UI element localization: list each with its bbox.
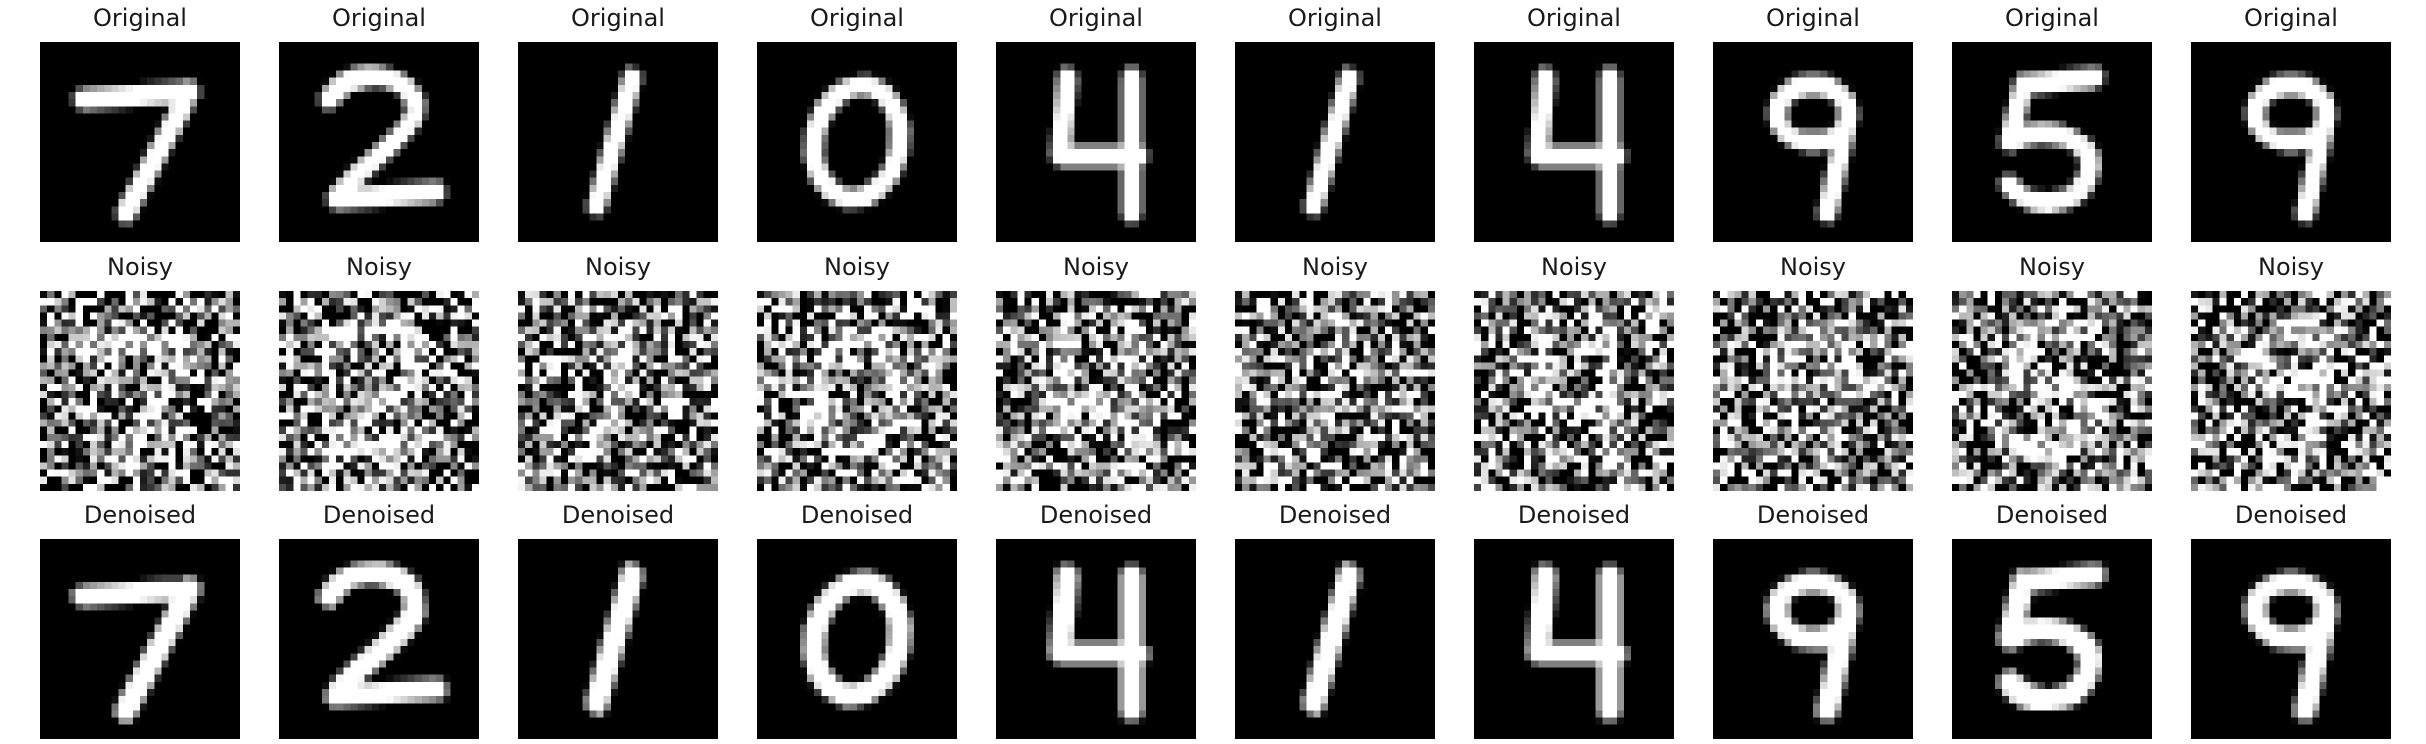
panel-title: Original bbox=[93, 4, 187, 32]
panel-title: Noisy bbox=[1062, 253, 1129, 281]
panel-title: Original bbox=[1766, 4, 1860, 32]
noisy-digit-image bbox=[279, 291, 479, 491]
original-digit-image bbox=[279, 42, 479, 242]
denoised-digit-image bbox=[40, 539, 240, 739]
noisy-digit-image bbox=[1235, 291, 1435, 491]
panel-title: Noisy bbox=[2018, 253, 2085, 281]
denoised-digit-image bbox=[2191, 539, 2391, 739]
denoised-digit-image bbox=[1235, 539, 1435, 739]
panel-title: Original bbox=[571, 4, 665, 32]
panel-title: Noisy bbox=[823, 253, 890, 281]
panel-title: Denoised bbox=[1995, 501, 2109, 529]
denoised-digit-image bbox=[757, 539, 957, 739]
panel-title: Denoised bbox=[1756, 501, 1870, 529]
panel-title: Denoised bbox=[83, 501, 197, 529]
denoised-digit-image bbox=[1952, 539, 2152, 739]
original-digit-image bbox=[1235, 42, 1435, 242]
panel-title: Original bbox=[2005, 4, 2099, 32]
panel-title: Original bbox=[810, 4, 904, 32]
noisy-digit-image bbox=[757, 291, 957, 491]
original-digit-image bbox=[1952, 42, 2152, 242]
panel-title: Original bbox=[1049, 4, 1143, 32]
panel-title: Noisy bbox=[106, 253, 173, 281]
panel-title: Denoised bbox=[2234, 501, 2348, 529]
noisy-digit-image bbox=[40, 291, 240, 491]
noisy-digit-image bbox=[518, 291, 718, 491]
panel-title: Noisy bbox=[1301, 253, 1368, 281]
noisy-digit-image bbox=[996, 291, 1196, 491]
noisy-digit-image bbox=[1952, 291, 2152, 491]
original-digit-image bbox=[2191, 42, 2391, 242]
original-digit-image bbox=[996, 42, 1196, 242]
denoised-digit-image bbox=[518, 539, 718, 739]
denoised-digit-image bbox=[996, 539, 1196, 739]
original-digit-image bbox=[757, 42, 957, 242]
panel-title: Original bbox=[2244, 4, 2338, 32]
noisy-digit-image bbox=[1713, 291, 1913, 491]
panel-title: Noisy bbox=[584, 253, 651, 281]
denoised-digit-image bbox=[1713, 539, 1913, 739]
panel-title: Noisy bbox=[1779, 253, 1846, 281]
denoised-digit-image bbox=[1474, 539, 1674, 739]
panel-title: Denoised bbox=[561, 501, 675, 529]
original-digit-image bbox=[1474, 42, 1674, 242]
panel-title: Original bbox=[1527, 4, 1621, 32]
panel-title: Noisy bbox=[1540, 253, 1607, 281]
panel-title: Denoised bbox=[1039, 501, 1153, 529]
panel-title: Noisy bbox=[2257, 253, 2324, 281]
noisy-digit-image bbox=[1474, 291, 1674, 491]
original-digit-image bbox=[40, 42, 240, 242]
noisy-digit-image bbox=[2191, 291, 2391, 491]
panel-title: Original bbox=[332, 4, 426, 32]
panel-title: Denoised bbox=[322, 501, 436, 529]
denoised-digit-image bbox=[279, 539, 479, 739]
panel-title: Noisy bbox=[345, 253, 412, 281]
panel-title: Denoised bbox=[1278, 501, 1392, 529]
panel-title: Denoised bbox=[1517, 501, 1631, 529]
panel-title: Original bbox=[1288, 4, 1382, 32]
original-digit-image bbox=[1713, 42, 1913, 242]
original-digit-image bbox=[518, 42, 718, 242]
panel-title: Denoised bbox=[800, 501, 914, 529]
